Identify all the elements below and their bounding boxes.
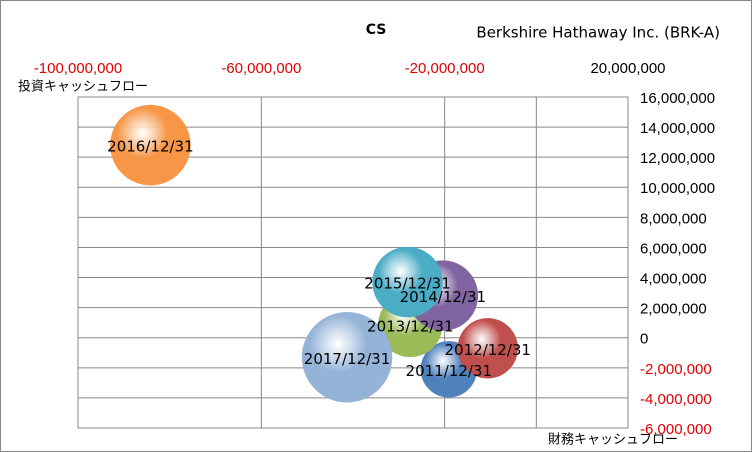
data-label: 2012/12/31: [445, 341, 531, 359]
data-label: 2011/12/31: [406, 362, 492, 380]
y-tick-label: 16,000,000: [640, 90, 715, 107]
y-axis-label: 財務キャッシュフロー: [548, 433, 678, 448]
bubble: [301, 312, 393, 403]
chart-title: CS: [366, 22, 387, 38]
x-tick-label: -60,000,000: [221, 60, 301, 77]
data-label: 2014/12/31: [400, 288, 486, 306]
y-tick-label: 0: [640, 331, 648, 348]
chart-subtitle: Berkshire Hathaway Inc. (BRK-A): [476, 24, 720, 42]
y-tick-label: 6,000,000: [640, 240, 707, 257]
y-tick-label: -6,000,000: [640, 421, 712, 438]
y-tick-label: -4,000,000: [640, 391, 712, 408]
data-label: 2016/12/31: [107, 138, 193, 156]
y-tick-label: 8,000,000: [640, 210, 707, 227]
y-tick-label: 12,000,000: [640, 150, 715, 167]
x-axis-label: 投資キャッシュフロー: [18, 79, 148, 95]
y-tick-label: 2,000,000: [640, 301, 707, 318]
bubble: [372, 246, 443, 318]
bubble: [457, 318, 518, 379]
data-label: 2017/12/31: [304, 350, 390, 368]
y-tick-label: 14,000,000: [640, 120, 715, 137]
x-tick-label: -20,000,000: [405, 60, 485, 77]
x-tick-label: -100,000,000: [34, 60, 122, 77]
data-label: 2013/12/31: [367, 317, 453, 335]
y-tick-label: 10,000,000: [640, 180, 715, 197]
x-tick-label: 20,000,000: [590, 60, 665, 77]
data-label: 2015/12/31: [364, 275, 450, 293]
bubble: [110, 104, 191, 186]
y-tick-label: -2,000,000: [640, 361, 712, 378]
y-tick-label: 4,000,000: [640, 271, 707, 288]
